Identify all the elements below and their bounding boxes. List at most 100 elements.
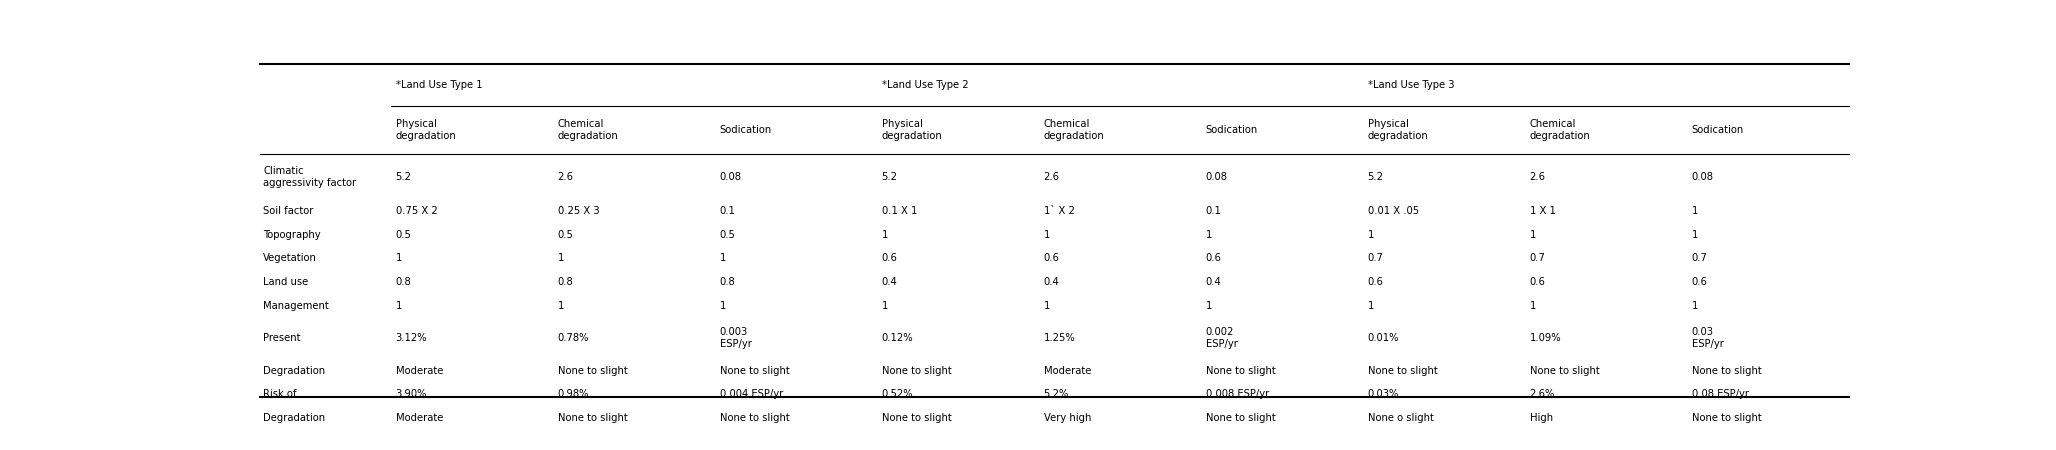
Text: 0.6: 0.6 xyxy=(882,253,898,263)
Text: 5.2%: 5.2% xyxy=(1044,389,1069,399)
Text: 0.4: 0.4 xyxy=(882,277,896,287)
Text: *Land Use Type 2: *Land Use Type 2 xyxy=(882,80,968,90)
Text: 0.003
ESP/yr: 0.003 ESP/yr xyxy=(720,327,752,349)
Text: Physical
degradation: Physical degradation xyxy=(395,119,456,141)
Text: 1: 1 xyxy=(557,253,563,263)
Text: 5.2: 5.2 xyxy=(1367,172,1384,182)
Text: Topography: Topography xyxy=(263,230,321,240)
Text: 0.52%: 0.52% xyxy=(882,389,913,399)
Text: 0.98%: 0.98% xyxy=(557,389,590,399)
Text: 0.002
ESP/yr: 0.002 ESP/yr xyxy=(1205,327,1238,349)
Text: None to slight: None to slight xyxy=(720,413,790,423)
Text: Moderate: Moderate xyxy=(395,366,442,376)
Text: Sodication: Sodication xyxy=(1205,125,1258,135)
Text: 1: 1 xyxy=(1205,301,1211,310)
Text: 0.5: 0.5 xyxy=(395,230,411,240)
Text: 1: 1 xyxy=(1692,301,1698,310)
Text: None o slight: None o slight xyxy=(1367,413,1433,423)
Text: 0.03
ESP/yr: 0.03 ESP/yr xyxy=(1692,327,1723,349)
Text: 3.12%: 3.12% xyxy=(395,333,428,343)
Text: 0.01 X .05: 0.01 X .05 xyxy=(1367,206,1419,216)
Text: Sodication: Sodication xyxy=(1692,125,1743,135)
Text: 5.2: 5.2 xyxy=(395,172,411,182)
Text: 1 X 1: 1 X 1 xyxy=(1530,206,1556,216)
Text: 0.008 ESP/yr: 0.008 ESP/yr xyxy=(1205,389,1269,399)
Text: 0.7: 0.7 xyxy=(1692,253,1706,263)
Text: High: High xyxy=(1530,413,1552,423)
Text: 1: 1 xyxy=(1367,230,1373,240)
Text: 0.4: 0.4 xyxy=(1205,277,1221,287)
Text: 1: 1 xyxy=(720,301,726,310)
Text: 5.2: 5.2 xyxy=(882,172,898,182)
Text: Degradation: Degradation xyxy=(263,413,325,423)
Text: 0.12%: 0.12% xyxy=(882,333,913,343)
Text: 0.8: 0.8 xyxy=(395,277,411,287)
Text: 0.08: 0.08 xyxy=(1205,172,1227,182)
Text: None to slight: None to slight xyxy=(557,413,627,423)
Text: None to slight: None to slight xyxy=(1692,366,1762,376)
Text: None to slight: None to slight xyxy=(1530,366,1600,376)
Text: Vegetation: Vegetation xyxy=(263,253,317,263)
Text: Land use: Land use xyxy=(263,277,308,287)
Text: 0.8: 0.8 xyxy=(720,277,736,287)
Text: Chemical
degradation: Chemical degradation xyxy=(1044,119,1104,141)
Text: 0.6: 0.6 xyxy=(1692,277,1706,287)
Text: Present: Present xyxy=(263,333,300,343)
Text: 0.4: 0.4 xyxy=(1044,277,1059,287)
Text: *Land Use Type 1: *Land Use Type 1 xyxy=(395,80,483,90)
Text: *Land Use Type 3: *Land Use Type 3 xyxy=(1367,80,1454,90)
Text: Management: Management xyxy=(263,301,329,310)
Text: 1: 1 xyxy=(1692,230,1698,240)
Text: 1: 1 xyxy=(882,301,888,310)
Text: 1.09%: 1.09% xyxy=(1530,333,1561,343)
Text: 1: 1 xyxy=(1044,301,1051,310)
Text: 1` X 2: 1` X 2 xyxy=(1044,206,1075,216)
Text: 0.5: 0.5 xyxy=(720,230,736,240)
Text: 0.6: 0.6 xyxy=(1530,277,1546,287)
Text: 1: 1 xyxy=(882,230,888,240)
Text: 1: 1 xyxy=(1044,230,1051,240)
Text: 2.6: 2.6 xyxy=(1530,172,1546,182)
Text: None to slight: None to slight xyxy=(882,366,952,376)
Text: 0.8: 0.8 xyxy=(557,277,574,287)
Text: 1: 1 xyxy=(1530,301,1536,310)
Text: Moderate: Moderate xyxy=(395,413,442,423)
Text: 0.6: 0.6 xyxy=(1367,277,1384,287)
Text: Very high: Very high xyxy=(1044,413,1092,423)
Text: 0.6: 0.6 xyxy=(1044,253,1059,263)
Text: Chemical
degradation: Chemical degradation xyxy=(1530,119,1591,141)
Text: Soil factor: Soil factor xyxy=(263,206,315,216)
Text: 1: 1 xyxy=(720,253,726,263)
Text: 1: 1 xyxy=(395,253,403,263)
Text: 1: 1 xyxy=(1692,206,1698,216)
Text: None to slight: None to slight xyxy=(557,366,627,376)
Text: 0.03%: 0.03% xyxy=(1367,389,1398,399)
Text: 0.004 ESP/yr: 0.004 ESP/yr xyxy=(720,389,783,399)
Text: 0.7: 0.7 xyxy=(1530,253,1546,263)
Text: 0.5: 0.5 xyxy=(557,230,574,240)
Text: Physical
degradation: Physical degradation xyxy=(1367,119,1429,141)
Text: None to slight: None to slight xyxy=(720,366,790,376)
Text: 0.25 X 3: 0.25 X 3 xyxy=(557,206,598,216)
Text: 0.75 X 2: 0.75 X 2 xyxy=(395,206,438,216)
Text: 0.1 X 1: 0.1 X 1 xyxy=(882,206,917,216)
Text: Sodication: Sodication xyxy=(720,125,771,135)
Text: 2.6%: 2.6% xyxy=(1530,389,1554,399)
Text: 0.78%: 0.78% xyxy=(557,333,590,343)
Text: 0.1: 0.1 xyxy=(720,206,736,216)
Text: 0.08 ESP/yr: 0.08 ESP/yr xyxy=(1692,389,1748,399)
Text: None to slight: None to slight xyxy=(1367,366,1437,376)
Text: 0.08: 0.08 xyxy=(1692,172,1713,182)
Text: 1: 1 xyxy=(395,301,403,310)
Text: None to slight: None to slight xyxy=(1692,413,1762,423)
Text: Moderate: Moderate xyxy=(1044,366,1092,376)
Text: Risk of: Risk of xyxy=(263,389,296,399)
Text: Climatic
aggressivity factor: Climatic aggressivity factor xyxy=(263,166,356,188)
Text: 1: 1 xyxy=(557,301,563,310)
Text: Chemical
degradation: Chemical degradation xyxy=(557,119,619,141)
Text: 0.1: 0.1 xyxy=(1205,206,1221,216)
Text: 0.7: 0.7 xyxy=(1367,253,1384,263)
Text: 1: 1 xyxy=(1367,301,1373,310)
Text: 0.01%: 0.01% xyxy=(1367,333,1398,343)
Text: 0.6: 0.6 xyxy=(1205,253,1221,263)
